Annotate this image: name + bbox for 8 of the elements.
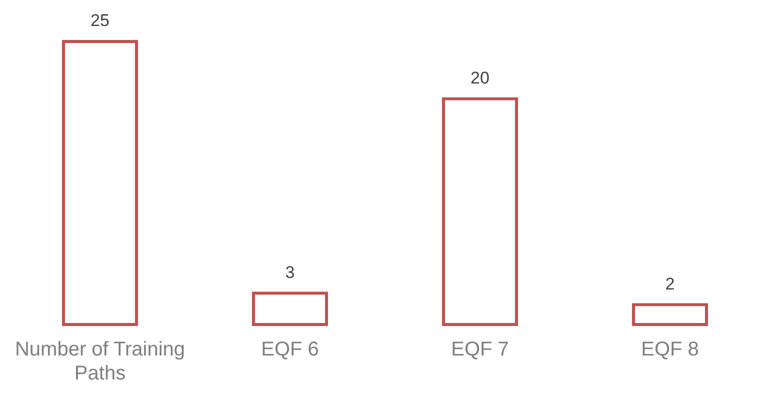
data-label: 25 <box>90 11 110 30</box>
x-tick-label: EQF 8 <box>641 338 699 361</box>
x-tick-label: EQF 7 <box>451 338 509 361</box>
data-label: 2 <box>665 274 675 294</box>
x-tick-label: EQF 6 <box>261 338 319 361</box>
x-tick-label: Number of Training Paths <box>14 338 186 385</box>
data-label: 20 <box>470 68 490 88</box>
data-label: 3 <box>285 262 295 282</box>
